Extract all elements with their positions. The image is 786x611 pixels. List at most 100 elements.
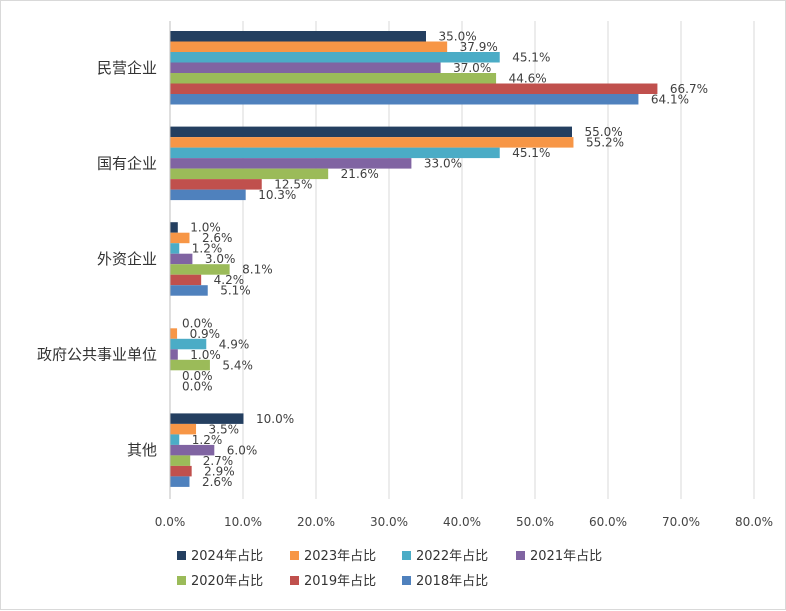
axes: 0.0% 10.0% 20.0% 30.0% 40.0% 50.0% 60.0% 70.0% 8… [37,21,773,529]
bar [170,232,190,244]
data-label: 2.9% [204,464,235,478]
data-label: 10.0% [256,412,294,426]
bars [170,31,658,487]
category-label: 外资企业 [97,250,157,268]
bar [170,476,190,487]
legend-label: 2022年占比 [416,549,488,564]
bar [170,434,180,445]
legend-swatch [177,551,186,560]
x-tick-label: 30.0% [370,515,408,529]
bar [170,285,208,296]
data-label: 12.5% [274,178,312,192]
data-label: 4.2% [214,273,245,287]
data-label: 66.7% [670,82,708,96]
bar [170,222,178,233]
bar [170,137,574,148]
x-tick-label: 70.0% [662,515,700,529]
bar [170,274,202,286]
legend-label: 2023年占比 [304,549,376,564]
legend-item: 2023年占比 [290,549,376,564]
bar [170,179,262,190]
data-label: 4.9% [219,337,250,351]
data-label: 6.0% [227,443,257,457]
data-labels: 35.0%37.9% 45.1% 37.0% 44.6% 66.7%64.1% 55.0%… [182,30,708,489]
legend-label: 2020年占比 [191,574,263,589]
data-label: 2.7% [203,454,234,468]
data-label: 5.1% [220,284,251,298]
legend-item: 2019年占比 [290,574,376,589]
legend-swatch [516,551,525,560]
bar [170,158,412,169]
x-tick-label: 80.0% [735,515,773,529]
data-label: 0.0% [182,316,213,330]
legend-label: 2021年占比 [530,549,602,564]
category-label: 政府公共事业单位 [37,346,157,364]
category-label: 国有企业 [97,154,157,172]
bar [170,83,658,94]
bar [170,243,180,254]
data-label: 2.6% [202,475,233,489]
legend-swatch [290,551,299,560]
data-label: 44.6% [509,72,547,86]
data-label: 3.5% [209,422,240,436]
bar [170,94,639,105]
data-label: 1.0% [190,221,221,235]
bar [170,455,191,466]
data-label: 55.0% [585,125,623,139]
data-label: 10.3% [258,188,296,202]
legend-swatch [177,576,186,585]
legend-label: 2018年占比 [416,574,488,589]
legend-swatch [402,551,411,560]
bar [170,264,230,275]
x-tick-label: 40.0% [443,515,481,529]
bar [170,423,197,435]
legend-swatch [402,576,411,585]
x-tick-label: 60.0% [589,515,627,529]
bar [170,349,178,360]
bar [170,126,572,138]
data-label: 3.0% [205,252,236,266]
bar [170,328,178,339]
bar [170,168,329,180]
data-label: 55.2% [586,136,624,150]
data-label: 0.0% [182,379,213,393]
data-label: 33.0% [424,157,462,171]
category-label: 其他 [127,441,157,459]
x-tick-label: 0.0% [155,515,186,529]
legend: 2024年占比 2023年占比 2022年占比 2021年占比 2020年占比 2019年… [177,549,602,589]
data-label: 2.6% [202,231,233,245]
data-label: 1.0% [190,348,221,362]
bar [170,189,246,201]
data-label: 1.2% [192,242,223,256]
bar [170,52,500,63]
data-label: 0.0% [182,369,213,383]
bar [170,147,500,159]
x-tick-label: 50.0% [516,515,554,529]
bar [170,413,244,424]
legend-label: 2019年占比 [304,574,376,589]
legend-label: 2024年占比 [191,549,263,564]
data-label: 5.4% [222,358,253,372]
legend-item: 2022年占比 [402,549,488,564]
bar [170,465,192,477]
legend-item: 2024年占比 [177,549,263,564]
bar [170,338,207,350]
data-label: 37.9% [460,40,498,54]
bar [170,31,426,42]
data-label: 35.0% [439,30,477,44]
data-label: 37.0% [453,61,491,75]
bar [170,359,210,371]
bar [170,73,497,84]
data-label: 45.1% [512,51,550,65]
data-label: 1.2% [192,433,223,447]
bar [170,253,193,265]
category-label: 民营企业 [97,59,157,77]
data-label: 0.9% [190,327,221,341]
data-label: 8.1% [242,263,273,277]
bar [170,41,448,52]
legend-swatch [290,576,299,585]
data-label: 45.1% [512,146,550,160]
bar [170,62,441,73]
